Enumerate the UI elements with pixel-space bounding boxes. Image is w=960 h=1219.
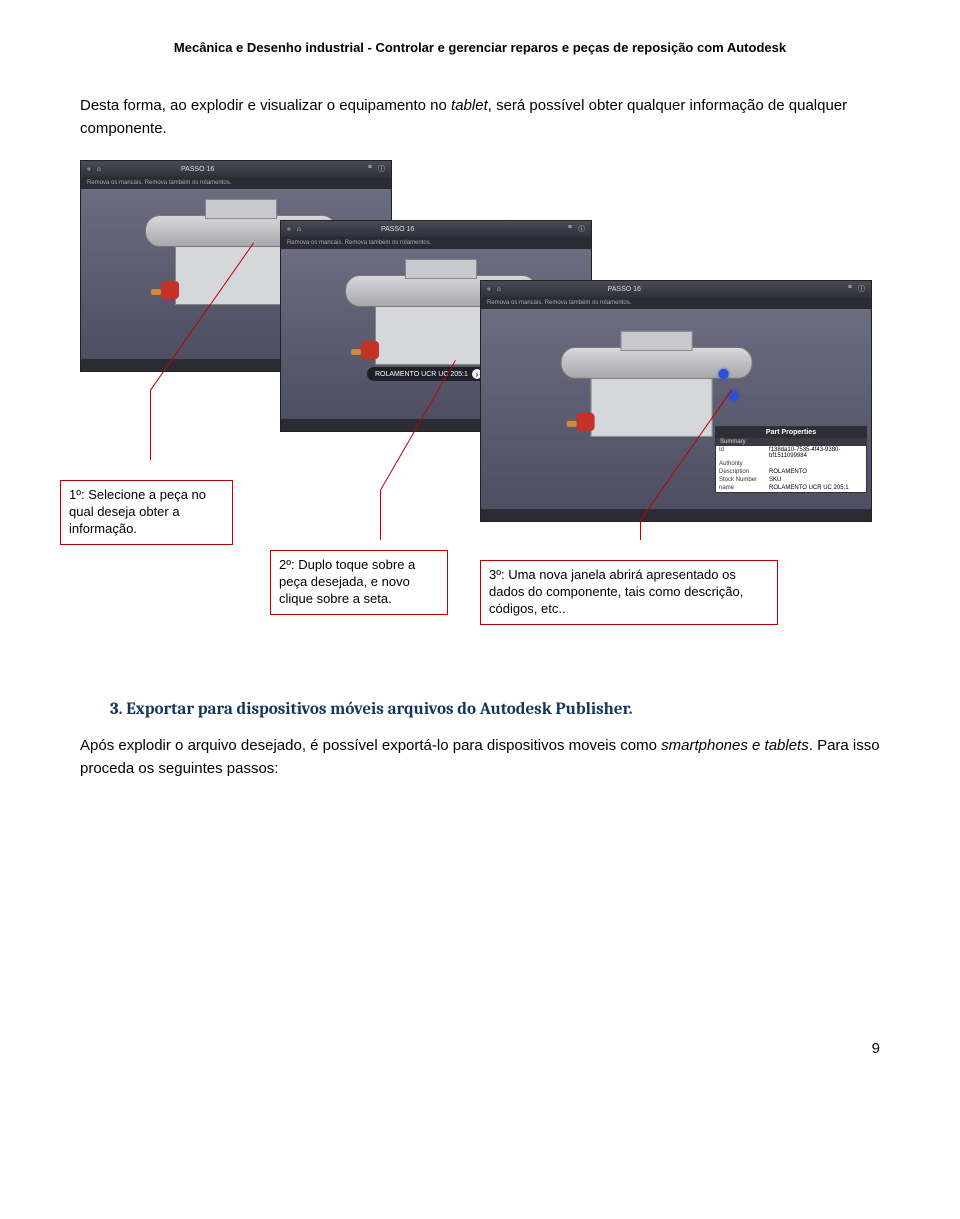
callout-row: 1º: Selecione a peça no qual deseja obte… [80,550,880,670]
step-label: PASSO 16 [608,286,641,293]
closing-paragraph: Após explodir o arquivo desejado, é poss… [80,735,880,780]
page-number: 9 [80,1040,880,1057]
part-properties-panel: Part Properties Summary Idf138da10-7535-… [715,426,867,493]
list-icon: ≡ [568,224,572,234]
step-desc: Remova os mancais. Remova também os rola… [287,240,431,246]
step-desc: Remova os mancais. Remova também os rola… [487,300,631,306]
intro-italic: tablet [451,97,488,114]
step-label: PASSO 16 [381,226,414,233]
info-icon: ⓘ [858,284,865,294]
step-desc: Remova os mancais. Remova também os rola… [87,180,231,186]
callout-3: 3º: Uma nova janela abrirá apresentado o… [480,560,778,625]
intro-text-1: Desta forma, ao explodir e visualizar o … [80,97,451,114]
info-icon: ⓘ [578,224,585,234]
callout-1: 1º: Selecione a peça no qual deseja obte… [60,480,233,545]
section-heading: 3. Exportar para dispositivos móveis arq… [110,700,880,719]
list-icon: ≡ [368,164,372,174]
step-label: PASSO 16 [181,166,214,173]
back-icon: « [487,286,491,293]
intro-paragraph: Desta forma, ao explodir e visualizar o … [80,95,880,140]
panel-summary-label: Summary [716,438,866,446]
home-icon: ⌂ [497,286,501,293]
info-icon: ⓘ [378,164,385,174]
part-pill-label: ROLAMENTO UCR UC 205:1 [375,371,468,378]
panel-title: Part Properties [716,427,866,438]
closing-italic: smartphones e tablets [661,737,809,754]
page-header: Mecânica e Desenho industrial - Controla… [80,40,880,55]
properties-table: Idf138da10-7535-4f43-9380-bf1511099984 A… [716,446,866,492]
closing-text-1: Após explodir o arquivo desejado, é poss… [80,737,661,754]
screenshot-stack: « ⌂ PASSO 16 ≡ ⓘ Remova os mancais. Remo… [80,160,880,530]
back-icon: « [87,166,91,173]
screenshot-3: « ⌂ PASSO 16 ≡ ⓘ Remova os mancais. Remo… [480,280,872,522]
callout-2: 2º: Duplo toque sobre a peça desejada, e… [270,550,448,615]
home-icon: ⌂ [297,226,301,233]
back-icon: « [287,226,291,233]
home-icon: ⌂ [97,166,101,173]
list-icon: ≡ [848,284,852,294]
